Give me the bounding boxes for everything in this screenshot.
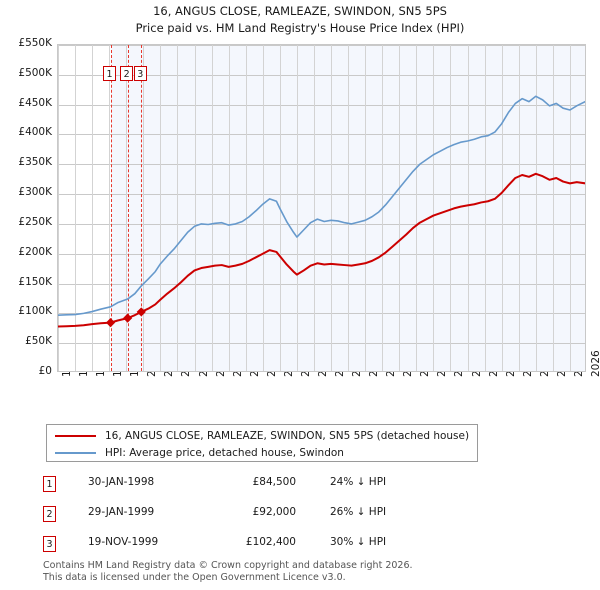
gridline-vertical [195, 45, 196, 371]
y-axis-tick-label: £550K [18, 37, 52, 49]
gridline-vertical [570, 45, 571, 371]
gridline-vertical [212, 45, 213, 371]
gridline-vertical [433, 45, 434, 371]
sale-date-line [111, 45, 112, 371]
y-axis-tick-label: £400K [18, 126, 52, 139]
gridline-vertical [92, 45, 93, 371]
sale-marker-diamond [123, 313, 133, 323]
legend-label-hpi: HPI: Average price, detached house, Swin… [105, 446, 344, 459]
gridline-vertical [468, 45, 469, 371]
gridline-vertical [502, 45, 503, 371]
gridline-horizontal [58, 75, 585, 76]
title-line-1: 16, ANGUS CLOSE, RAMLEAZE, SWINDON, SN5 … [153, 4, 447, 18]
row-hpi-delta: 30% ↓ HPI [330, 536, 387, 548]
row-price: £92,000 [252, 506, 296, 518]
row-date: 30-JAN-1998 [88, 476, 155, 488]
y-axis-tick-label: £150K [18, 275, 52, 288]
gridline-horizontal [58, 105, 585, 106]
gridline-horizontal [58, 284, 585, 285]
footer-line-2: This data is licensed under the Open Gov… [43, 571, 346, 583]
sale-date-line [141, 45, 142, 371]
gridline-horizontal [58, 194, 585, 195]
table-row: 1 30-JAN-1998 £84,500 24% ↓ HPI [40, 472, 460, 502]
plot-area [57, 44, 586, 372]
transactions-table: 1 30-JAN-1998 £84,500 24% ↓ HPI 2 29-JAN… [40, 472, 460, 562]
table-row: 3 19-NOV-1999 £102,400 30% ↓ HPI [40, 532, 460, 562]
gridline-vertical [314, 45, 315, 371]
gridline-vertical [109, 45, 110, 371]
legend-item-hpi: HPI: Average price, detached house, Swin… [47, 443, 344, 462]
row-price: £84,500 [252, 476, 296, 488]
legend-swatch-hpi [55, 451, 96, 454]
gridline-vertical [229, 45, 230, 371]
legend-swatch-price-paid [55, 434, 96, 437]
title-line-2: Price paid vs. HM Land Registry's House … [135, 21, 465, 35]
row-date: 29-JAN-1999 [88, 506, 155, 518]
row-index-badge: 1 [43, 476, 56, 492]
gridline-vertical [297, 45, 298, 371]
gridline-vertical [536, 45, 537, 371]
y-axis-tick-label: £250K [18, 215, 52, 228]
sale-date-line [128, 45, 129, 371]
gridline-vertical [365, 45, 366, 371]
gridline-vertical [75, 45, 76, 371]
gridline-horizontal [58, 343, 585, 344]
gridline-horizontal [58, 134, 585, 135]
row-index-badge: 3 [43, 536, 56, 552]
sale-marker-badge: 1 [103, 66, 117, 81]
gridline-horizontal [58, 313, 585, 314]
footer-attribution: Contains HM Land Registry data © Crown c… [43, 560, 563, 583]
gridline-vertical [348, 45, 349, 371]
series-lines [58, 95, 585, 328]
gridline-vertical [519, 45, 520, 371]
gridline-vertical [58, 45, 59, 371]
gridline-vertical [263, 45, 264, 371]
gridline-vertical [553, 45, 554, 371]
gridline-vertical [126, 45, 127, 371]
gridline-vertical [177, 45, 178, 371]
gridline-vertical [450, 45, 451, 371]
gridline-horizontal [58, 224, 585, 225]
gridline-horizontal [58, 254, 585, 255]
row-hpi-delta: 26% ↓ HPI [330, 506, 387, 518]
gridline-vertical [246, 45, 247, 371]
line-hpi [58, 95, 585, 316]
gridline-vertical [331, 45, 332, 371]
gridline-vertical [160, 45, 161, 371]
y-axis-tick-label: £200K [18, 245, 52, 258]
gridline-horizontal [58, 164, 585, 165]
sale-marker-badge: 2 [120, 66, 134, 81]
footer-line-1: Contains HM Land Registry data © Crown c… [43, 560, 413, 571]
page-title: 16, ANGUS CLOSE, RAMLEAZE, SWINDON, SN5 … [0, 3, 600, 37]
y-axis-tick-label: £300K [18, 186, 52, 199]
sale-marker-badge: 3 [133, 66, 147, 81]
y-axis-tick-label: £350K [18, 156, 52, 169]
line-price-paid [58, 172, 585, 328]
y-axis-tick-label: £50K [25, 335, 52, 348]
table-row: 2 29-JAN-1999 £92,000 26% ↓ HPI [40, 502, 460, 532]
row-hpi-delta: 24% ↓ HPI [330, 476, 387, 488]
gridline-horizontal [58, 45, 585, 46]
y-axis-tick-label: £0 [38, 365, 52, 377]
y-axis-tick-label: £100K [18, 305, 52, 318]
row-index-badge: 2 [43, 506, 56, 522]
chart-legend: 16, ANGUS CLOSE, RAMLEAZE, SWINDON, SN5 … [46, 424, 478, 462]
row-date: 19-NOV-1999 [88, 536, 159, 548]
gridline-vertical [399, 45, 400, 371]
y-axis-tick-label: £500K [18, 66, 52, 79]
sale-marker-diamond [105, 318, 116, 328]
legend-item-price-paid: 16, ANGUS CLOSE, RAMLEAZE, SWINDON, SN5 … [47, 426, 469, 445]
x-axis-tick-label: 2026 [590, 350, 600, 377]
gridline-vertical [143, 45, 144, 371]
legend-label-price-paid: 16, ANGUS CLOSE, RAMLEAZE, SWINDON, SN5 … [105, 429, 470, 442]
sale-marker-diamond [136, 307, 146, 317]
gridline-vertical [485, 45, 486, 371]
row-price: £102,400 [245, 536, 296, 548]
ownership-shade-band [110, 45, 585, 371]
y-axis-tick-label: £450K [18, 96, 52, 109]
gridline-vertical [416, 45, 417, 371]
